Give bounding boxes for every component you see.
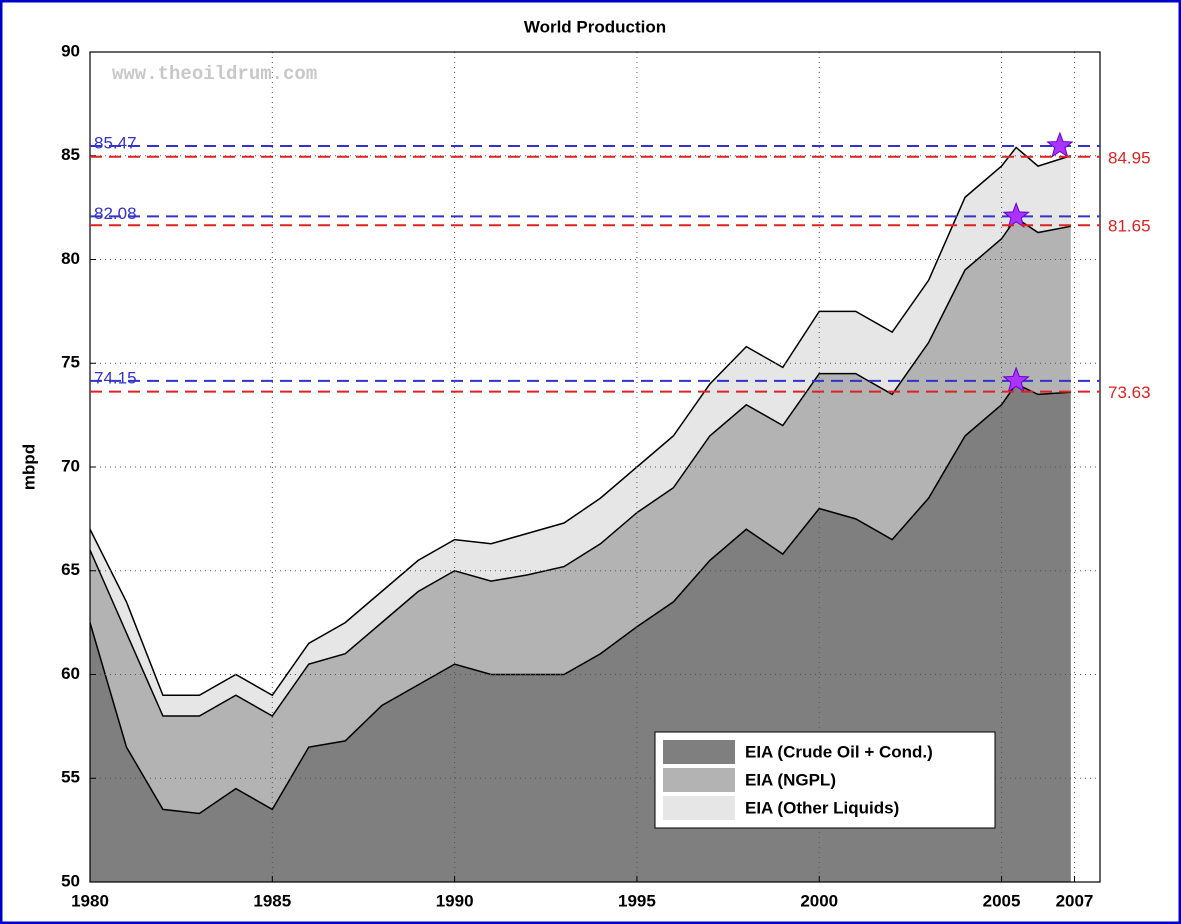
y-tick-label: 65 [61,560,80,579]
reference-label: 81.65 [1108,217,1151,236]
reference-label: 74.15 [94,368,137,387]
peak-star [1046,131,1074,158]
reference-label: 82.08 [94,204,137,223]
reference-label: 84.95 [1108,148,1151,167]
area [90,147,1071,716]
x-tick-label: 2007 [1056,891,1094,910]
x-tick-label: 1995 [618,891,656,910]
legend-swatch [663,768,735,792]
x-tick-label: 1990 [436,891,474,910]
y-tick-label: 90 [61,41,80,60]
y-axis-label: mbpd [19,444,38,490]
reference-label: 73.63 [1108,383,1151,402]
x-tick-label: 1980 [71,891,109,910]
legend-swatch [663,740,735,764]
y-tick-label: 85 [61,145,80,164]
x-tick-label: 1985 [253,891,291,910]
watermark: www.theoildrum.com [112,63,317,85]
y-tick-label: 80 [61,249,80,268]
x-tick-label: 2005 [983,891,1021,910]
plot-frame [89,51,1101,883]
legend-label: EIA (Other Liquids) [745,798,899,817]
reference-label: 85.47 [94,133,137,152]
y-tick-label: 75 [61,353,80,372]
area-edge [89,216,1071,717]
peak-star [1002,366,1030,393]
peak-star [1002,201,1030,229]
chart-title: World Production [524,17,666,36]
y-tick-label: 70 [61,456,80,475]
y-tick-label: 50 [61,871,80,890]
x-tick-label: 2000 [800,891,838,910]
legend-label: EIA (Crude Oil + Cond.) [745,742,933,761]
legend-swatch [663,796,735,820]
y-tick-label: 55 [61,768,80,787]
area-edge [89,383,1071,815]
area-edge [89,146,1072,697]
y-tick-label: 60 [61,664,80,683]
area [90,218,1071,814]
legend-label: EIA (NGPL) [745,770,836,789]
